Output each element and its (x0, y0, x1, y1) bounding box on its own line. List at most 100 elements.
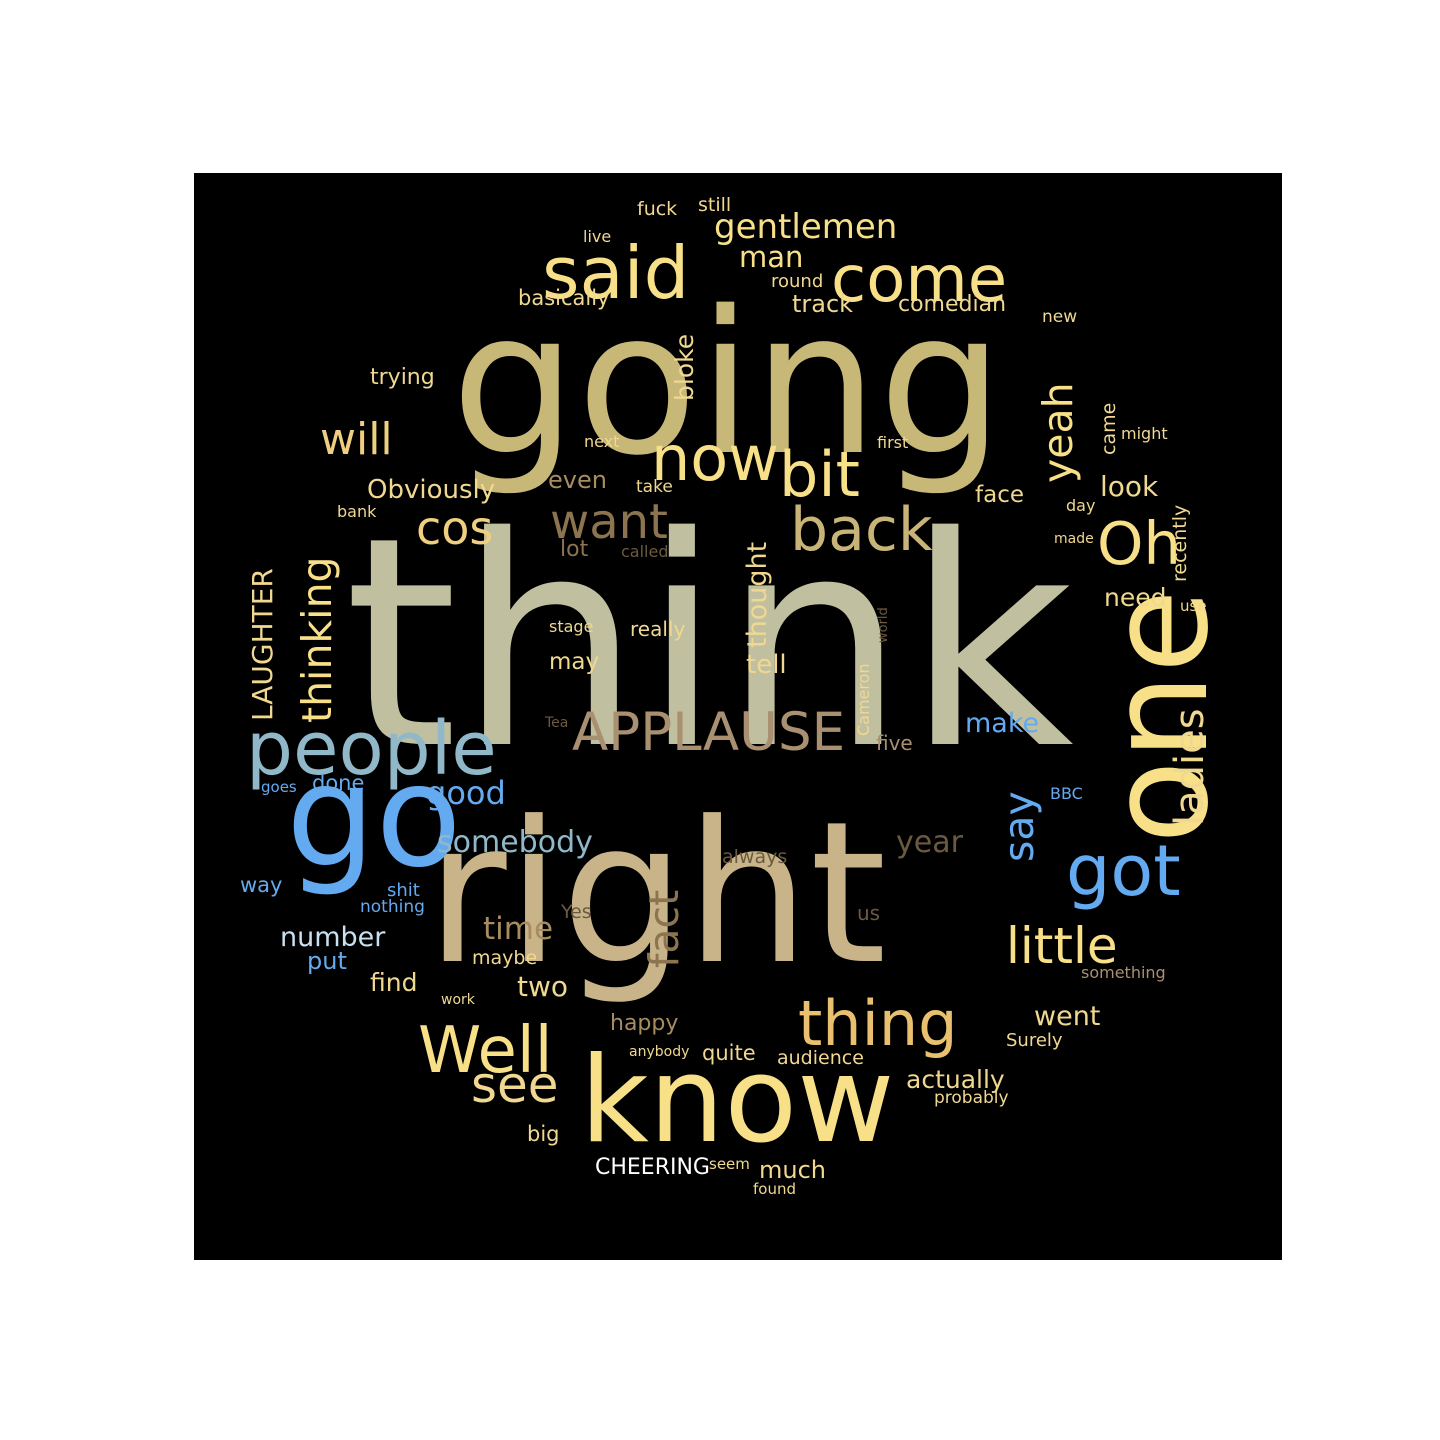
word-cos: cos (416, 501, 494, 555)
word-take: take (636, 477, 673, 497)
word-probably: probably (934, 1088, 1009, 1108)
word-stage: stage (549, 617, 594, 636)
word-will: will (320, 414, 393, 465)
word-still: still (698, 194, 732, 216)
word-right: right (426, 780, 887, 1008)
word-quite: quite (702, 1041, 756, 1065)
word-world: world (876, 607, 891, 643)
word-lot: lot (560, 537, 589, 562)
word-go: go (286, 735, 462, 899)
word-shit: shit (387, 880, 420, 901)
word-work: work (441, 992, 475, 1008)
word-want: want (550, 494, 668, 550)
word-cameron: Cameron (854, 663, 873, 736)
word-ladies: ladies (1167, 708, 1213, 826)
word-need: need (1104, 583, 1167, 612)
word-well: Well (418, 1014, 553, 1088)
word-use: use (1180, 597, 1207, 615)
word-bloke: bloke (670, 333, 699, 401)
word-time: time (483, 911, 554, 947)
word-got: got (1066, 830, 1181, 912)
word-obviously: Obviously (367, 475, 496, 505)
word-way: way (240, 873, 283, 897)
word-audience: audience (777, 1047, 864, 1069)
word-went: went (1034, 1001, 1101, 1032)
word-done: done (312, 771, 365, 795)
word-goes: goes (261, 778, 297, 796)
word-first: first (877, 433, 909, 452)
word-man: man (739, 240, 804, 274)
word-find: find (370, 968, 418, 997)
word-put: put (307, 947, 347, 975)
word-make: make (965, 708, 1040, 739)
word-basically: basically (518, 286, 610, 310)
word-thinking: thinking (293, 556, 341, 723)
word-good: good (426, 774, 506, 812)
word-found: found (753, 1180, 796, 1198)
word-called: called (621, 542, 669, 561)
word-happy: happy (610, 1011, 679, 1036)
word-came: came (1098, 402, 1120, 455)
word-live: live (583, 227, 612, 246)
word-little: little (1006, 917, 1118, 975)
word-yeah: yeah (1034, 382, 1082, 483)
word-see: see (471, 1056, 559, 1114)
word-yes: Yes (561, 901, 592, 923)
word-look: look (1100, 470, 1159, 503)
word-actually: actually (906, 1065, 1005, 1094)
word-always: always (722, 846, 788, 868)
word-year: year (896, 825, 963, 860)
word-trying: trying (370, 365, 435, 390)
word-made: made (1054, 531, 1094, 547)
word-cloud: think going right know one go said come now bit ba… (194, 173, 1282, 1260)
word-now: now (651, 422, 779, 495)
word-fact: fact (640, 889, 688, 968)
word-track: track (792, 290, 854, 318)
word-surely: Surely (1006, 1030, 1063, 1051)
word-something: something (1081, 963, 1166, 982)
word-number: number (280, 922, 386, 953)
word-somebody: somebody (437, 825, 593, 860)
word-next: next (584, 432, 620, 451)
word-even: even (548, 466, 607, 494)
word-fuck: fuck (637, 198, 678, 220)
word-day: day (1066, 496, 1096, 515)
word-said: said (542, 231, 690, 315)
word-five: five (876, 731, 913, 755)
word-thought: thought (742, 541, 773, 648)
word-really: really (630, 617, 686, 641)
word-know: know (580, 1032, 895, 1170)
word-face: face (975, 482, 1024, 508)
word-thing: thing (798, 987, 958, 1060)
word-bit: bit (779, 438, 860, 511)
word-maybe: maybe (472, 947, 538, 969)
word-going: going (451, 268, 1005, 499)
word-bbc: BBC (1050, 784, 1083, 803)
word-much: much (759, 1156, 826, 1184)
word-anybody: anybody (629, 1044, 690, 1060)
word-round: round (771, 271, 824, 292)
word-oh: Oh (1097, 509, 1181, 578)
word-comedian: comedian (898, 292, 1007, 317)
word-people: people (246, 706, 497, 792)
word-laughter: LAUGHTER (246, 568, 279, 721)
word-say: say (995, 791, 1043, 862)
word-tea: Tea (545, 715, 569, 731)
word-might: might (1121, 424, 1168, 443)
word-think: think (344, 476, 1074, 813)
word-applause: APPLAUSE (572, 702, 846, 763)
word-us: us (857, 901, 881, 925)
word-bank: bank (337, 502, 377, 521)
word-back: back (790, 495, 933, 565)
word-two: two (517, 970, 569, 1003)
word-recently: recently (1169, 504, 1191, 582)
word-seem: seem (709, 1155, 750, 1173)
word-big: big (527, 1122, 560, 1146)
word-cheering: CHEERING (595, 1155, 710, 1180)
word-nothing: nothing (360, 897, 425, 917)
word-come: come (831, 243, 1008, 317)
word-gentlemen: gentlemen (714, 207, 898, 247)
word-new: new (1042, 307, 1078, 327)
word-may: may (549, 649, 600, 675)
word-tell: tell (746, 650, 787, 680)
